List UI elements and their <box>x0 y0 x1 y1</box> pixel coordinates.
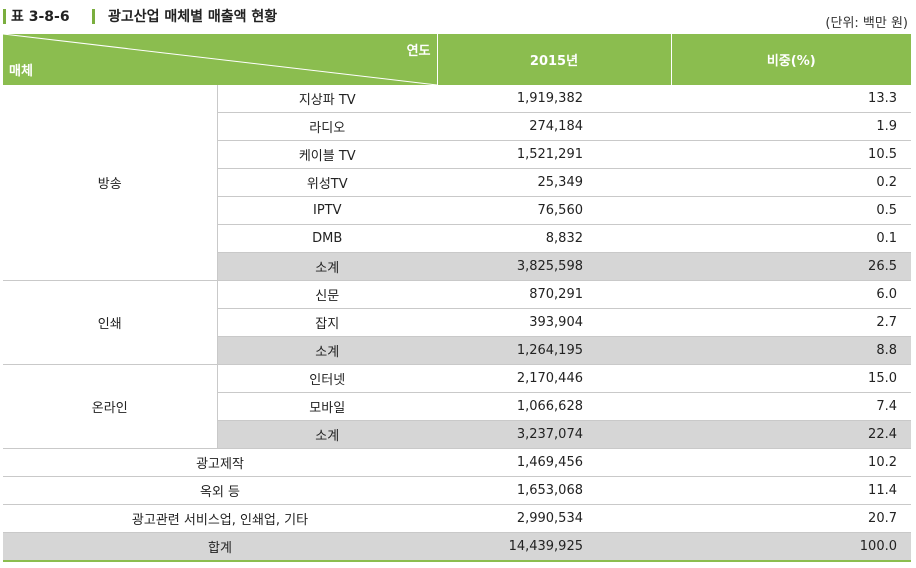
table-row: 위성TV 25,349 0.2 <box>3 168 911 197</box>
share-cell: 20.7 <box>671 504 911 533</box>
value-cell: 25,349 <box>437 168 671 197</box>
category-cell: 온라인 <box>3 364 218 449</box>
subtotal-label: 소계 <box>217 336 437 365</box>
table-caption: 표 3-8-6 광고산업 매체별 매출액 현황 (단위: 백만 원) <box>0 0 916 32</box>
corner-media-label: 매체 <box>9 64 33 79</box>
table-row: 옥외 등 1,653,068 11.4 <box>3 476 911 505</box>
share-cell: 7.4 <box>671 392 911 421</box>
share-cell: 0.5 <box>671 196 911 225</box>
header-row: 연도 매체 2015년 비중(%) <box>3 34 911 85</box>
table-row: 온라인 인터넷 2,170,446 15.0 <box>3 364 911 449</box>
table-row: 케이블 TV 1,521,291 10.5 <box>3 140 911 169</box>
share-header: 비중(%) <box>670 34 911 85</box>
subtotal-value: 3,237,074 <box>437 420 671 449</box>
share-cell: 6.0 <box>671 280 911 309</box>
value-cell: 870,291 <box>437 280 671 309</box>
item-cell: 라디오 <box>217 112 437 141</box>
item-cell: 광고관련 서비스업, 인쇄업, 기타 <box>3 504 437 533</box>
corner-header: 연도 매체 <box>3 34 437 85</box>
subtotal-value: 3,825,598 <box>437 252 671 281</box>
value-cell: 76,560 <box>437 196 671 225</box>
item-cell: 위성TV <box>217 168 437 197</box>
subtotal-share: 22.4 <box>671 420 911 449</box>
value-cell: 1,653,068 <box>437 476 671 505</box>
share-cell: 15.0 <box>671 364 911 393</box>
revenue-table: 연도 매체 2015년 비중(%) 방송 지상파 TV 1,919,382 13… <box>3 34 911 562</box>
share-cell: 0.1 <box>671 224 911 253</box>
share-cell: 2.7 <box>671 308 911 337</box>
table-row: 광고관련 서비스업, 인쇄업, 기타 2,990,534 20.7 <box>3 504 911 533</box>
share-cell: 10.5 <box>671 140 911 169</box>
caption-bar-right <box>92 9 95 24</box>
category-cell: 인쇄 <box>3 280 218 365</box>
total-label: 합계 <box>3 532 437 562</box>
subtotal-value: 1,264,195 <box>437 336 671 365</box>
item-cell: 인터넷 <box>217 364 437 393</box>
table-number: 표 3-8-6 <box>11 9 70 25</box>
value-cell: 1,066,628 <box>437 392 671 421</box>
unit-label: (단위: 백만 원) <box>825 16 908 31</box>
table-row: 광고제작 1,469,456 10.2 <box>3 448 911 477</box>
subtotal-row: 소계 1,264,195 8.8 <box>3 336 911 365</box>
item-cell: 광고제작 <box>3 448 437 477</box>
value-cell: 274,184 <box>437 112 671 141</box>
share-cell: 11.4 <box>671 476 911 505</box>
item-cell: DMB <box>217 224 437 253</box>
category-cell: 방송 <box>3 85 218 281</box>
value-cell: 1,521,291 <box>437 140 671 169</box>
caption-bar-left <box>3 9 6 24</box>
table-row: 인쇄 신문 870,291 6.0 <box>3 280 911 365</box>
total-value: 14,439,925 <box>437 532 671 562</box>
subtotal-row: 소계 3,237,074 22.4 <box>3 420 911 449</box>
item-cell: 케이블 TV <box>217 140 437 169</box>
corner-year-label: 연도 <box>406 44 431 59</box>
value-cell: 8,832 <box>437 224 671 253</box>
total-share: 100.0 <box>671 532 911 562</box>
share-cell: 13.3 <box>671 85 911 113</box>
share-cell: 0.2 <box>671 168 911 197</box>
value-cell: 1,919,382 <box>437 85 671 113</box>
value-cell: 2,990,534 <box>437 504 671 533</box>
subtotal-share: 26.5 <box>671 252 911 281</box>
item-cell: 모바일 <box>217 392 437 421</box>
value-cell: 1,469,456 <box>437 448 671 477</box>
item-cell: 옥외 등 <box>3 476 437 505</box>
share-cell: 1.9 <box>671 112 911 141</box>
table-row: DMB 8,832 0.1 <box>3 224 911 253</box>
subtotal-label: 소계 <box>217 252 437 281</box>
table-row: 모바일 1,066,628 7.4 <box>3 392 911 421</box>
value-cell: 393,904 <box>437 308 671 337</box>
share-cell: 10.2 <box>671 448 911 477</box>
item-cell: 신문 <box>217 280 437 309</box>
item-cell: 지상파 TV <box>217 85 437 113</box>
subtotal-label: 소계 <box>217 420 437 449</box>
table-row: IPTV 76,560 0.5 <box>3 196 911 225</box>
total-row: 합계 14,439,925 100.0 <box>3 532 911 562</box>
table-title: 광고산업 매체별 매출액 현황 <box>108 9 278 25</box>
corner-diagonal <box>3 34 437 85</box>
item-cell: IPTV <box>217 196 437 225</box>
item-cell: 잡지 <box>217 308 437 337</box>
year-header: 2015년 <box>436 34 671 85</box>
subtotal-share: 8.8 <box>671 336 911 365</box>
table-row: 라디오 274,184 1.9 <box>3 112 911 141</box>
table-row: 방송 지상파 TV 1,919,382 13.3 <box>3 85 911 281</box>
subtotal-row: 소계 3,825,598 26.5 <box>3 252 911 281</box>
value-cell: 2,170,446 <box>437 364 671 393</box>
table-row: 잡지 393,904 2.7 <box>3 308 911 337</box>
